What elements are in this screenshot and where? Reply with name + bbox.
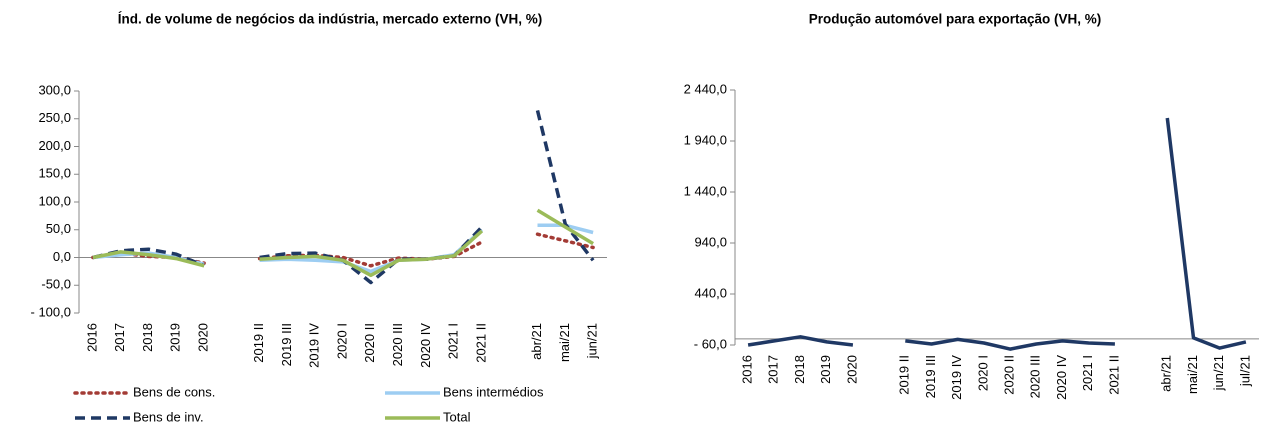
y-tick-label: 50,0 [46,221,71,236]
x-tick-label: 2019 IV [949,355,964,400]
x-tick-label: 2017 [766,355,781,384]
x-tick-label: 2020 II [1002,355,1017,395]
x-tick-label: 2020 IV [418,323,433,368]
y-tick-label: 200,0 [38,138,71,153]
x-tick-label: 2019 III [279,323,294,366]
x-tick-label: 2020 IV [1054,355,1069,400]
y-tick-label: 1 940,0 [684,132,727,147]
y-tick-label: 150,0 [38,166,71,181]
legend-label: Bens de cons. [133,384,215,399]
x-tick-label: 2019 [168,323,183,352]
x-tick-label: 2021 II [473,323,488,363]
x-tick-label: mai/21 [557,323,572,362]
x-tick-label: 2020 [844,355,859,384]
x-tick-label: jul/21 [1237,355,1252,387]
x-tick-label: 2019 III [923,355,938,398]
x-tick-label: 2019 IV [307,323,322,368]
y-tick-label: 300,0 [38,82,71,97]
chart-title: Produção automóvel para exportação (VH, … [809,12,1102,27]
y-tick-label: 100,0 [38,193,71,208]
x-tick-label: 2020 III [390,323,405,366]
x-tick-label: jun/21 [585,323,600,359]
x-tick-label: 2017 [112,323,127,352]
legend-label: Total [443,409,471,424]
y-tick-label: -50,0 [41,277,71,292]
x-tick-label: 2020 [195,323,210,352]
y-tick-label: 250,0 [38,110,71,125]
legend-label: Bens intermédios [443,384,544,399]
x-tick-label: 2019 II [251,323,266,363]
series-line [92,223,594,274]
series-line [747,117,1247,351]
x-tick-label: 2020 II [362,323,377,363]
x-tick-label: 2018 [140,323,155,352]
x-tick-label: abr/21 [1159,355,1174,392]
x-tick-label: 2020 I [975,355,990,391]
y-tick-label: 0,0 [53,249,71,264]
x-tick-label: 2016 [740,355,755,384]
x-tick-label: 2021 I [446,323,461,359]
x-tick-label: 2020 I [334,323,349,359]
x-tick-label: 2021 I [1080,355,1095,391]
chart-title: Índ. de volume de negócios da indústria,… [118,12,543,27]
legend-label: Bens de inv. [133,409,204,424]
y-tick-label: 2 440,0 [684,81,727,96]
series-line [92,208,594,278]
x-tick-label: 2019 II [897,355,912,395]
x-tick-label: 2019 [818,355,833,384]
y-tick-label: 440,0 [694,285,727,300]
x-tick-label: mai/21 [1185,355,1200,394]
y-tick-label: 940,0 [694,234,727,249]
x-tick-label: 2018 [792,355,807,384]
x-tick-label: jun/21 [1211,355,1226,391]
y-tick-label: - 60,0 [694,336,727,351]
y-tick-label: - 100,0 [31,304,71,319]
x-tick-label: 2016 [84,323,99,352]
x-tick-label: 2021 II [1106,355,1121,395]
x-tick-label: abr/21 [529,323,544,360]
y-tick-label: 1 440,0 [684,183,727,198]
x-tick-label: 2020 III [1028,355,1043,398]
